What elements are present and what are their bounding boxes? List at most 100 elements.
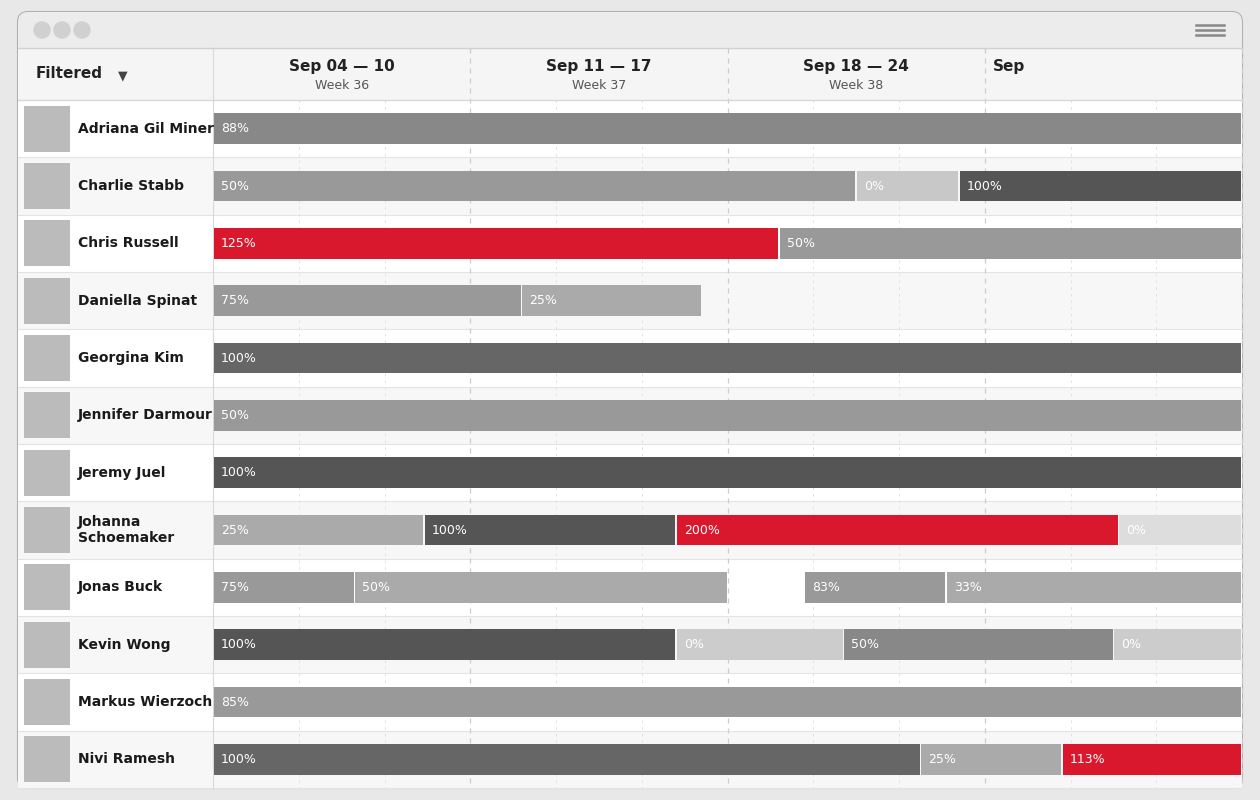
Bar <box>18 30 1242 48</box>
Bar <box>18 502 1242 558</box>
Bar <box>214 629 675 660</box>
Bar <box>18 674 1242 730</box>
Circle shape <box>74 22 89 38</box>
Text: Week 36: Week 36 <box>315 79 369 92</box>
Text: 125%: 125% <box>220 237 257 250</box>
Bar <box>214 514 423 546</box>
Bar <box>24 507 71 553</box>
Bar <box>355 572 727 603</box>
Bar <box>214 457 1241 488</box>
Text: Sep 04 — 10: Sep 04 — 10 <box>289 58 394 74</box>
Bar <box>18 330 1242 386</box>
Text: Sep: Sep <box>993 58 1024 74</box>
Text: Sep 11 — 17: Sep 11 — 17 <box>546 58 651 74</box>
Text: Markus Wierzoch: Markus Wierzoch <box>78 695 212 709</box>
Text: 83%: 83% <box>813 581 840 594</box>
Text: 0%: 0% <box>1126 523 1147 537</box>
Bar <box>948 572 1241 603</box>
Bar <box>24 564 71 610</box>
Text: Chris Russell: Chris Russell <box>78 236 179 250</box>
Text: 75%: 75% <box>220 581 248 594</box>
Bar <box>24 622 71 668</box>
Bar <box>677 514 1118 546</box>
Bar <box>214 342 1241 374</box>
Text: 113%: 113% <box>1070 753 1105 766</box>
Text: Charlie Stabb: Charlie Stabb <box>78 179 184 193</box>
FancyBboxPatch shape <box>18 12 1242 48</box>
Text: Jeremy Juel: Jeremy Juel <box>78 466 166 480</box>
Bar <box>1062 744 1241 775</box>
Text: Jennifer Darmour: Jennifer Darmour <box>78 408 213 422</box>
Text: 50%: 50% <box>220 179 248 193</box>
Text: 200%: 200% <box>684 523 719 537</box>
Text: ▼: ▼ <box>118 70 127 82</box>
Bar <box>24 335 71 381</box>
Text: 0%: 0% <box>684 638 704 651</box>
Bar <box>214 170 856 202</box>
Text: 25%: 25% <box>220 523 248 537</box>
Bar <box>844 629 1113 660</box>
Bar <box>24 736 71 782</box>
Text: Adriana Gil Miner: Adriana Gil Miner <box>78 122 214 136</box>
Bar <box>214 686 1241 718</box>
Bar <box>18 214 1242 272</box>
Bar <box>214 228 779 259</box>
Bar <box>18 272 1242 330</box>
Bar <box>18 100 1242 158</box>
Circle shape <box>34 22 50 38</box>
Bar <box>780 228 1241 259</box>
Text: 100%: 100% <box>220 351 257 365</box>
Bar <box>24 450 71 496</box>
Circle shape <box>54 22 71 38</box>
Text: Filtered: Filtered <box>37 66 103 82</box>
Text: 33%: 33% <box>954 581 982 594</box>
Bar <box>960 170 1241 202</box>
Text: 85%: 85% <box>220 695 248 709</box>
Bar <box>18 444 1242 502</box>
Bar <box>214 285 520 316</box>
Text: Week 37: Week 37 <box>572 79 626 92</box>
Text: Week 38: Week 38 <box>829 79 883 92</box>
Bar <box>24 679 71 725</box>
FancyBboxPatch shape <box>18 12 1242 788</box>
Text: Daniella Spinat: Daniella Spinat <box>78 294 197 308</box>
Bar <box>24 392 71 438</box>
Bar <box>18 616 1242 674</box>
Text: 100%: 100% <box>432 523 467 537</box>
Text: 0%: 0% <box>1121 638 1142 651</box>
Bar <box>214 744 920 775</box>
Bar <box>18 386 1242 444</box>
Bar <box>214 113 1241 144</box>
Bar <box>18 558 1242 616</box>
Bar <box>18 48 1242 100</box>
Text: 75%: 75% <box>220 294 248 307</box>
Bar <box>805 572 945 603</box>
Bar <box>24 106 71 152</box>
Text: 0%: 0% <box>864 179 883 193</box>
Bar <box>425 514 675 546</box>
Text: 25%: 25% <box>929 753 956 766</box>
Bar <box>24 278 71 324</box>
Bar <box>24 163 71 209</box>
Text: 50%: 50% <box>786 237 815 250</box>
Bar <box>24 220 71 266</box>
Text: 88%: 88% <box>220 122 248 135</box>
Bar <box>18 730 1242 788</box>
Text: 50%: 50% <box>362 581 391 594</box>
Bar <box>523 285 701 316</box>
Text: Johanna
Schoemaker: Johanna Schoemaker <box>78 515 174 545</box>
Text: Kevin Wong: Kevin Wong <box>78 638 170 652</box>
Bar <box>1114 629 1241 660</box>
Text: 100%: 100% <box>966 179 1003 193</box>
Text: Georgina Kim: Georgina Kim <box>78 351 184 365</box>
Bar <box>857 170 959 202</box>
Text: Nivi Ramesh: Nivi Ramesh <box>78 752 175 766</box>
Text: 100%: 100% <box>220 638 257 651</box>
Text: Sep 18 — 24: Sep 18 — 24 <box>803 58 908 74</box>
Text: 50%: 50% <box>220 409 248 422</box>
Bar <box>1119 514 1241 546</box>
Text: 25%: 25% <box>529 294 557 307</box>
Text: 100%: 100% <box>220 753 257 766</box>
Bar <box>214 572 354 603</box>
Bar <box>677 629 843 660</box>
